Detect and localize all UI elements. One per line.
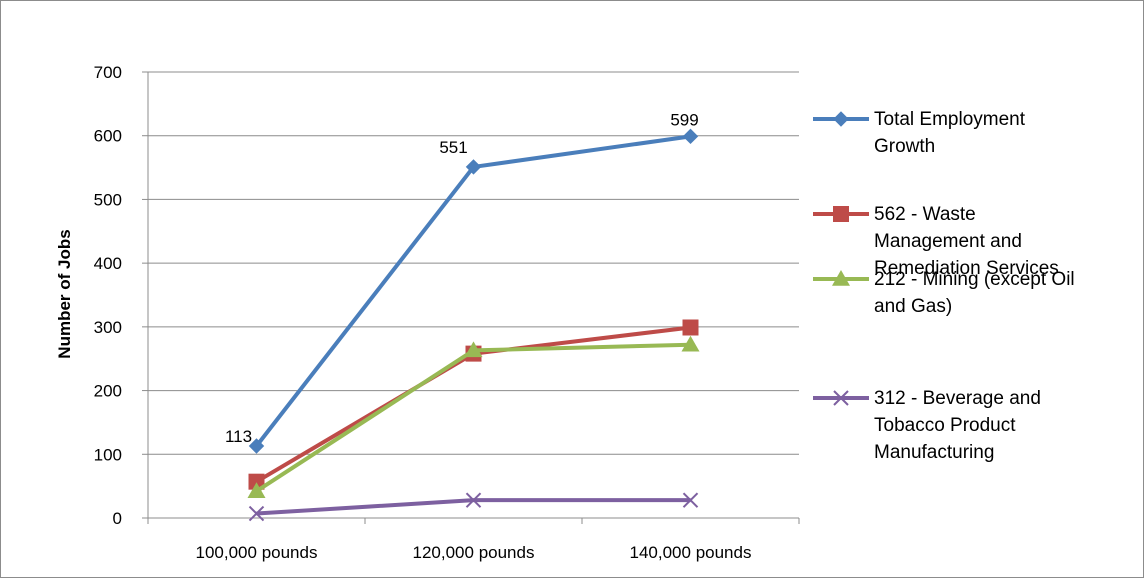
point-marker <box>248 438 265 454</box>
legend-label: 212 - Mining (except Oil <box>874 269 1075 290</box>
y-tick-label: 600 <box>94 127 122 146</box>
series-line <box>254 134 691 448</box>
series-line <box>256 498 691 516</box>
point-marker <box>248 473 265 490</box>
data-label: 113 <box>225 427 252 446</box>
legend-entry: 312 - Beverage and Tobacco Product Manufac… <box>813 388 1041 463</box>
point-marker <box>464 341 483 358</box>
series-lines <box>247 128 700 522</box>
gridlines <box>148 71 799 455</box>
legend-label: 562 - Waste <box>874 204 976 225</box>
legend-entry: Total Employment Growth <box>813 109 1026 157</box>
point-marker <box>833 390 849 406</box>
point-marker <box>465 159 482 175</box>
point-marker <box>681 335 700 352</box>
y-tick-label: 200 <box>94 382 122 401</box>
legend-label: 312 - Beverage and <box>874 388 1041 409</box>
legend-label: Remediation Services <box>874 258 1059 279</box>
x-tick-label: 140,000 pounds <box>630 543 752 562</box>
series <box>248 128 699 454</box>
legend-label: Management and <box>874 231 1022 252</box>
x-tick-label: 100,000 pounds <box>196 543 318 562</box>
point-marker <box>247 482 266 498</box>
point-marker <box>682 492 699 508</box>
y-tick-label: 400 <box>94 254 122 273</box>
point-marker <box>682 319 699 336</box>
series <box>248 492 699 522</box>
y-tick-label: 100 <box>94 445 122 464</box>
legend-label: Tobacco Product <box>874 415 1016 436</box>
legend-entry: 562 - Waste Management and Remediation Ser… <box>813 204 1059 279</box>
point-marker <box>248 505 265 522</box>
point-marker <box>832 270 850 286</box>
point-marker <box>833 111 849 127</box>
legend-label: and Gas) <box>874 296 952 317</box>
axes: 0 100 200 300 400 500 600 700 100,000 pounds 120,… <box>94 63 800 562</box>
legend-label: Total Employment <box>874 109 1026 130</box>
series <box>247 335 700 498</box>
y-tick-label: 0 <box>113 509 122 528</box>
legend-label: Manufacturing <box>874 442 994 463</box>
y-tick-label: 500 <box>94 190 122 209</box>
legend-label: Growth <box>874 136 935 157</box>
y-axis-title: Number of Jobs <box>55 229 74 358</box>
x-tick-label: 120,000 pounds <box>413 543 535 562</box>
y-tick-label: 300 <box>94 318 122 337</box>
data-label: 599 <box>670 110 698 129</box>
legend: Total Employment Growth 562 - Waste Managem… <box>813 109 1075 463</box>
data-label: 551 <box>439 138 467 157</box>
point-marker <box>465 492 482 508</box>
point-marker <box>833 206 849 222</box>
series-line <box>255 342 691 493</box>
data-labels: 113 551 599 <box>225 110 699 446</box>
legend-entry: 212 - Mining (except Oil and Gas) <box>813 269 1075 317</box>
point-marker <box>682 128 699 145</box>
y-tick-label: 700 <box>94 63 122 82</box>
